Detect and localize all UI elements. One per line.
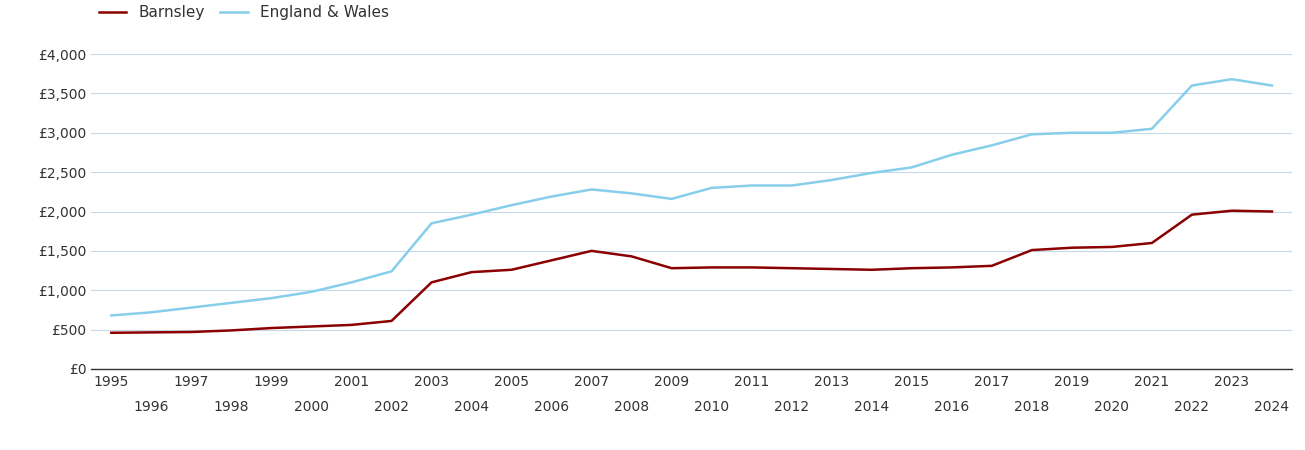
- England & Wales: [1104, 130, 1120, 135]
- England & Wales: [1184, 83, 1199, 88]
- Barnsley: [1104, 244, 1120, 250]
- Barnsley: [984, 263, 1000, 269]
- Line: England & Wales: England & Wales: [111, 79, 1272, 315]
- England & Wales: [343, 279, 359, 285]
- Barnsley: [1144, 240, 1160, 246]
- England & Wales: [583, 187, 599, 192]
- Barnsley: [544, 257, 560, 263]
- Barnsley: [744, 265, 760, 270]
- Barnsley: [1024, 248, 1040, 253]
- Barnsley: [864, 267, 880, 272]
- England & Wales: [264, 295, 279, 301]
- England & Wales: [664, 196, 680, 202]
- Barnsley: [703, 265, 719, 270]
- Barnsley: [144, 330, 159, 335]
- Barnsley: [463, 270, 479, 275]
- Barnsley: [1265, 209, 1280, 214]
- England & Wales: [504, 202, 519, 208]
- England & Wales: [1024, 131, 1040, 137]
- England & Wales: [103, 313, 119, 318]
- Barnsley: [1184, 212, 1199, 217]
- Barnsley: [304, 324, 320, 329]
- England & Wales: [904, 165, 920, 170]
- England & Wales: [144, 310, 159, 315]
- Barnsley: [624, 254, 639, 259]
- Barnsley: [184, 329, 200, 335]
- England & Wales: [744, 183, 760, 188]
- England & Wales: [424, 220, 440, 226]
- England & Wales: [463, 212, 479, 217]
- Legend: Barnsley, England & Wales: Barnsley, England & Wales: [99, 5, 389, 20]
- Barnsley: [784, 266, 800, 271]
- England & Wales: [1144, 126, 1160, 131]
- England & Wales: [1265, 83, 1280, 88]
- Barnsley: [424, 279, 440, 285]
- Barnsley: [583, 248, 599, 253]
- Barnsley: [944, 265, 959, 270]
- England & Wales: [384, 269, 399, 274]
- Barnsley: [1064, 245, 1079, 250]
- England & Wales: [223, 300, 239, 306]
- England & Wales: [984, 143, 1000, 148]
- England & Wales: [1224, 76, 1240, 82]
- Barnsley: [664, 266, 680, 271]
- Barnsley: [223, 328, 239, 333]
- England & Wales: [544, 194, 560, 199]
- England & Wales: [624, 191, 639, 196]
- Barnsley: [823, 266, 839, 272]
- Barnsley: [103, 330, 119, 335]
- England & Wales: [1064, 130, 1079, 135]
- Line: Barnsley: Barnsley: [111, 211, 1272, 333]
- Barnsley: [904, 266, 920, 271]
- England & Wales: [864, 170, 880, 176]
- England & Wales: [944, 152, 959, 158]
- England & Wales: [304, 289, 320, 294]
- England & Wales: [703, 185, 719, 191]
- Barnsley: [343, 322, 359, 328]
- England & Wales: [823, 177, 839, 183]
- Barnsley: [384, 318, 399, 324]
- England & Wales: [784, 183, 800, 188]
- England & Wales: [184, 305, 200, 310]
- Barnsley: [504, 267, 519, 272]
- Barnsley: [264, 325, 279, 331]
- Barnsley: [1224, 208, 1240, 213]
